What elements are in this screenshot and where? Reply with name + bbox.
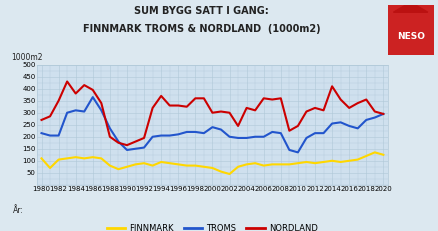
Text: NESO: NESO [397,32,424,41]
Text: 1000m2: 1000m2 [11,53,42,62]
Text: År:: År: [13,207,24,216]
Text: FINNMARK TROMS & NORDLAND  (1000m2): FINNMARK TROMS & NORDLAND (1000m2) [83,24,320,34]
Legend: FINNMARK, TROMS, NORDLAND: FINNMARK, TROMS, NORDLAND [104,220,321,231]
Text: SUM BYGG SATT I GANG:: SUM BYGG SATT I GANG: [134,6,269,16]
FancyArrow shape [393,2,428,12]
